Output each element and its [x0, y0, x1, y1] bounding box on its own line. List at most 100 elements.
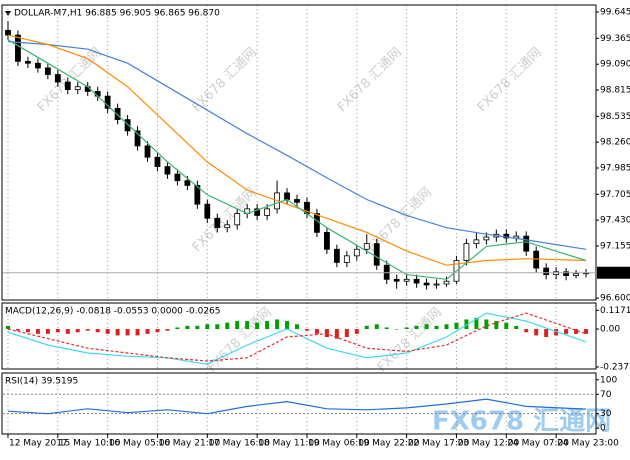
x-tick-label: 24 May 07:00 — [507, 439, 569, 449]
candle-body — [44, 67, 51, 75]
x-tick-label: 17 May 16:00 — [208, 439, 270, 449]
histogram-bar — [105, 329, 110, 334]
candle-body — [413, 278, 420, 284]
pane-title: RSI(14) 39.5195 — [5, 377, 78, 387]
histogram-bar — [494, 321, 499, 330]
y-tick-label: 70 — [600, 390, 612, 400]
candle-body — [104, 95, 111, 109]
x-tick-label: 22 May 17:00 — [408, 439, 470, 449]
histogram-bar — [185, 325, 190, 330]
y-tick-label: 98.815 — [600, 86, 630, 96]
histogram-bar — [35, 329, 40, 334]
candle-body — [284, 192, 290, 200]
candle-body — [194, 184, 201, 205]
x-tick-label: 24 May 23:00 — [557, 439, 619, 449]
candle-body — [25, 60, 31, 64]
y-tick-label: 99.645 — [600, 8, 630, 18]
histogram-bar — [584, 329, 589, 334]
candle-body — [174, 173, 181, 182]
histogram-bar — [484, 319, 489, 330]
histogram-bar — [324, 329, 329, 338]
series-line — [7, 312, 587, 365]
histogram-bar — [524, 329, 529, 333]
candle-body — [64, 81, 71, 90]
histogram-bar — [195, 325, 200, 330]
candle-body — [573, 273, 579, 276]
candle-body — [343, 255, 350, 263]
last-price-label: 96.870 — [600, 268, 630, 278]
histogram-bar — [454, 322, 459, 330]
pane-title: MACD(12,26,9) -0.0818 -0.0553 0.0000 -0.… — [5, 307, 221, 317]
pane-title: DOLLAR-M7,H1 96.885 96.905 96.865 96.870 — [14, 9, 220, 19]
histogram-bar — [115, 329, 120, 336]
histogram-bar — [304, 329, 309, 331]
histogram-bar — [354, 329, 359, 334]
pane-border — [1, 4, 597, 301]
x-tick-label: 19 May 06:00 — [308, 439, 370, 449]
candle-body — [164, 166, 171, 175]
candle-body — [314, 213, 320, 233]
y-tick-label: 98.535 — [600, 112, 630, 122]
histogram-bar — [295, 324, 300, 330]
candle-body — [124, 119, 131, 132]
histogram-bar — [75, 329, 80, 333]
y-tick-label: 0.1171 — [600, 306, 630, 316]
candle-body — [15, 34, 21, 62]
candle-body — [54, 74, 61, 83]
histogram-bar — [544, 329, 549, 338]
x-tick-label: 18 May 11:00 — [258, 439, 320, 449]
histogram-bar — [55, 329, 60, 333]
histogram-bar — [554, 329, 559, 336]
x-tick-label: 16 May 21:00 — [158, 439, 220, 449]
candle-body — [423, 282, 430, 286]
candle-body — [74, 86, 81, 90]
histogram-bar — [564, 329, 569, 334]
histogram-bar — [235, 321, 240, 330]
histogram-bar — [404, 327, 409, 330]
candle-body — [134, 130, 141, 147]
histogram-bar — [574, 329, 579, 334]
last-price-box — [597, 266, 630, 279]
x-tick-label: 12 May 2017 — [9, 439, 68, 449]
candle-body — [114, 107, 121, 121]
histogram-bar — [135, 329, 140, 336]
y-tick-label: 99.090 — [600, 60, 630, 70]
histogram-bar — [85, 329, 90, 331]
histogram-bar — [424, 324, 429, 330]
y-tick-label: 0.00 — [600, 325, 620, 335]
candle-body — [264, 208, 271, 216]
histogram-bar — [374, 324, 379, 330]
histogram-bar — [444, 324, 449, 330]
histogram-bar — [285, 321, 290, 330]
y-tick-label: -0.2373 — [600, 362, 630, 372]
candle-body — [254, 208, 261, 216]
histogram-bar — [45, 329, 50, 334]
logo: FX678 汇通网 — [432, 407, 611, 437]
histogram-bar — [175, 327, 180, 330]
y-tick-label: 99.365 — [600, 34, 630, 44]
candle-body — [523, 235, 530, 252]
histogram-bar — [245, 321, 250, 330]
histogram-bar — [275, 319, 280, 330]
histogram-bar — [145, 329, 150, 334]
candle-body — [333, 248, 340, 263]
y-tick-label: 96.600 — [600, 294, 630, 304]
x-tick-label: 19 May 22:00 — [358, 439, 420, 449]
y-tick-label: 98.260 — [600, 138, 630, 148]
pane-border — [1, 302, 597, 370]
histogram-bar — [314, 329, 319, 334]
candle-body — [483, 236, 490, 241]
candle-body — [144, 145, 151, 158]
histogram-bar — [514, 325, 519, 330]
histogram-bar — [504, 322, 509, 330]
candle-body — [393, 278, 400, 282]
candle-body — [443, 280, 450, 285]
y-tick-label: 97.430 — [600, 216, 630, 226]
candle-body — [34, 62, 41, 69]
pane-border — [1, 372, 597, 435]
candle-body — [563, 271, 570, 276]
candle-body — [543, 267, 550, 276]
candle-body — [353, 248, 360, 257]
